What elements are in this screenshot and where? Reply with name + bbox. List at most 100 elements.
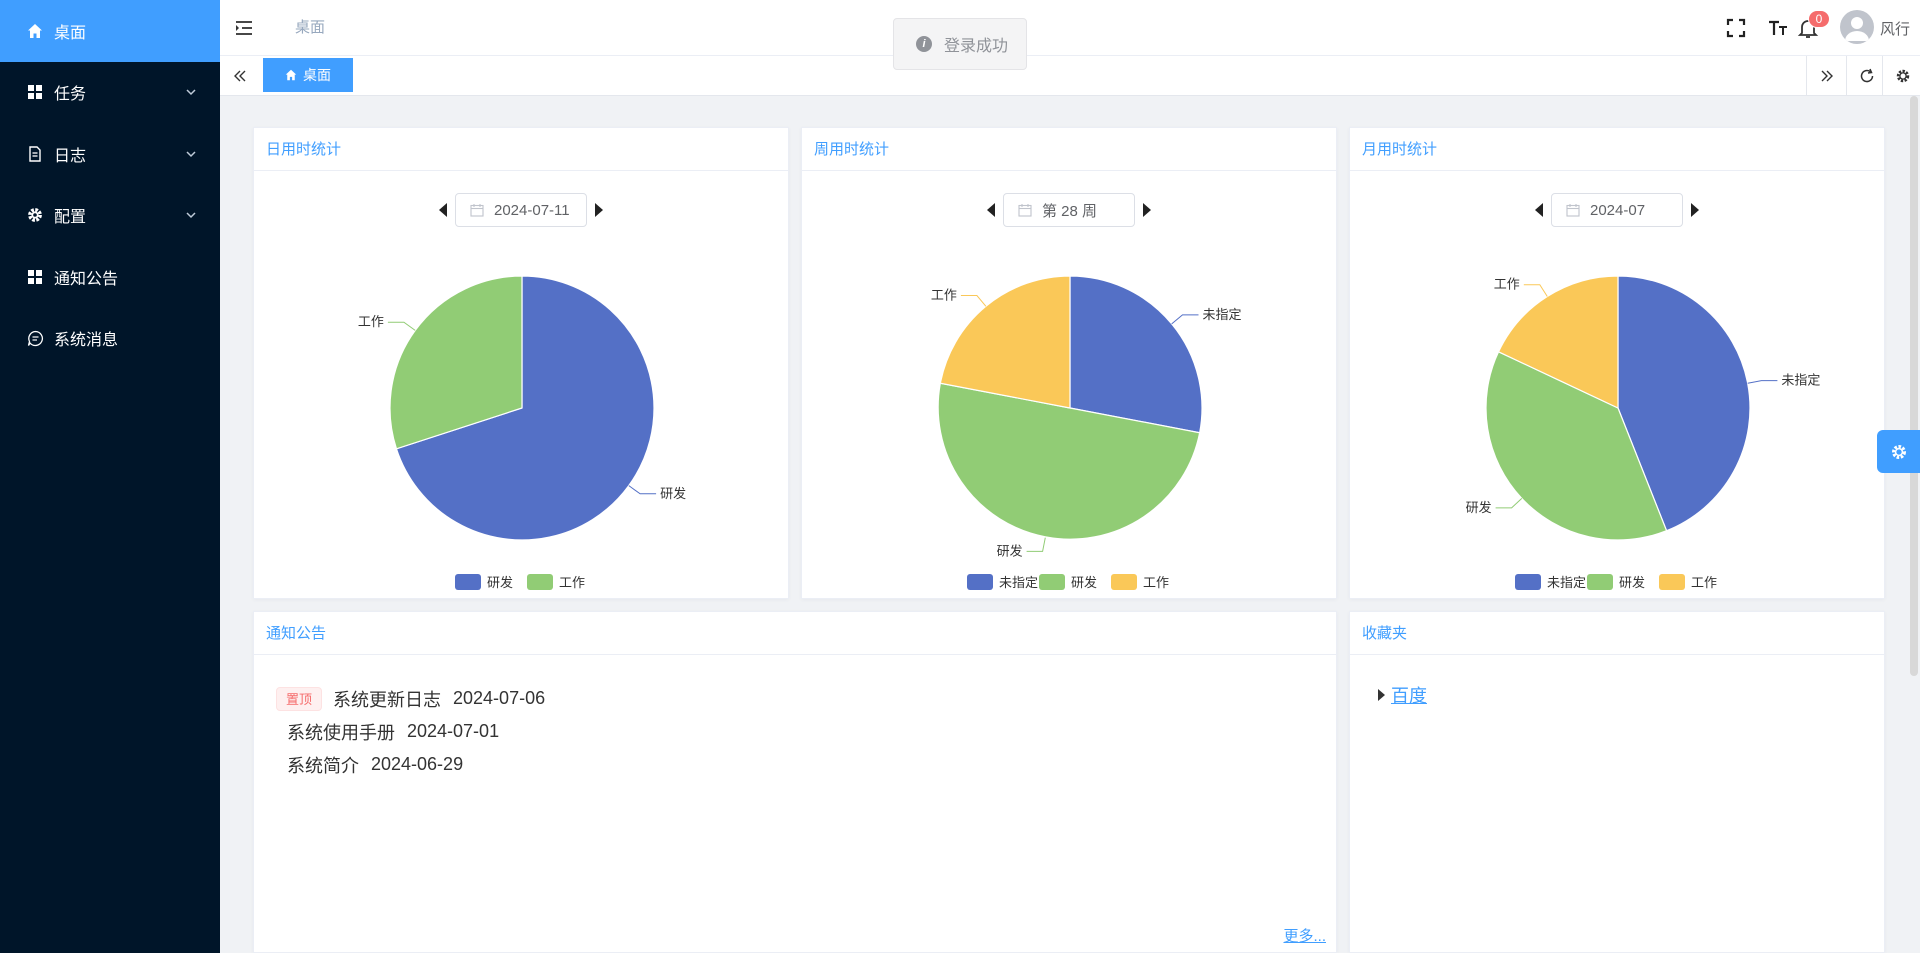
pie-slice[interactable] bbox=[937, 382, 1201, 540]
tab-settings-button[interactable] bbox=[1882, 56, 1920, 96]
notice-item[interactable]: 系统简介 2024-06-29 bbox=[276, 748, 545, 781]
panel-title: 月用时统计 bbox=[1350, 128, 1884, 171]
pie-slice-label: 研发 bbox=[997, 543, 1023, 558]
prev-week-button[interactable] bbox=[987, 203, 995, 217]
double-chevron-left-icon bbox=[234, 70, 246, 82]
pie-slice[interactable] bbox=[1069, 275, 1203, 434]
legend-label[interactable]: 工作 bbox=[1143, 575, 1169, 590]
refresh-button[interactable] bbox=[1846, 56, 1886, 96]
favorites-panel: 收藏夹 百度 bbox=[1349, 611, 1885, 953]
pie-slice[interactable] bbox=[395, 275, 655, 541]
pinned-tag: 置顶 bbox=[276, 686, 323, 711]
refresh-icon bbox=[1860, 68, 1873, 83]
date-value: 2024-07-11 bbox=[494, 201, 570, 219]
home-icon bbox=[285, 69, 297, 81]
sidebar-item-label: 系统消息 bbox=[54, 332, 119, 350]
month-picker[interactable]: 2024-07 bbox=[1551, 193, 1683, 227]
sidebar-item-config[interactable]: 配置 bbox=[0, 185, 220, 247]
month-navigator: 2024-07 bbox=[1535, 193, 1699, 227]
legend-label[interactable]: 未指定 bbox=[1547, 575, 1586, 590]
next-date-button[interactable] bbox=[595, 203, 603, 217]
calendar-icon bbox=[1566, 204, 1580, 217]
pie-label-line bbox=[1523, 284, 1548, 297]
legend-label[interactable]: 未指定 bbox=[999, 575, 1038, 590]
font-size-icon[interactable] bbox=[1766, 16, 1790, 40]
panel-title: 通知公告 bbox=[254, 612, 1336, 655]
prev-month-button[interactable] bbox=[1535, 203, 1543, 217]
legend-label[interactable]: 工作 bbox=[1691, 575, 1717, 590]
tags-bar: 桌面 bbox=[220, 56, 1920, 96]
sidebar-item-desktop[interactable]: 桌面 bbox=[0, 0, 220, 62]
notice-title: 系统简介 bbox=[287, 755, 359, 776]
date-picker[interactable]: 2024-07-11 bbox=[455, 193, 587, 227]
sidebar-item-messages[interactable]: 系统消息 bbox=[0, 308, 220, 370]
info-icon: i bbox=[916, 36, 932, 52]
notice-date: 2024-07-01 bbox=[407, 721, 500, 741]
toast-message: 登录成功 bbox=[944, 38, 1009, 55]
favorite-item[interactable]: 百度 bbox=[1378, 682, 1427, 708]
notice-list: 置顶 系统更新日志 2024-07-06 系统使用手册 2024-07-01 系… bbox=[276, 682, 545, 781]
pie-label-line bbox=[387, 321, 416, 331]
fullscreen-icon[interactable] bbox=[1724, 16, 1748, 40]
legend-swatch[interactable] bbox=[1111, 574, 1137, 590]
scroll-right-button[interactable] bbox=[1806, 56, 1846, 96]
more-notices-link[interactable]: 更多... bbox=[1283, 928, 1326, 945]
top-header: 桌面 0 风行 bbox=[220, 0, 1920, 56]
page-scrollbar[interactable] bbox=[1910, 96, 1918, 676]
legend-swatch[interactable] bbox=[1515, 574, 1541, 590]
notice-date: 2024-07-06 bbox=[453, 688, 546, 708]
breadcrumb[interactable]: 桌面 bbox=[295, 19, 326, 36]
legend-swatch[interactable] bbox=[1587, 574, 1613, 590]
legend-label[interactable]: 研发 bbox=[1071, 575, 1097, 590]
legend-swatch[interactable] bbox=[527, 574, 553, 590]
pie-slice-label: 工作 bbox=[1494, 277, 1520, 292]
avatar[interactable] bbox=[1840, 10, 1874, 44]
legend-label[interactable]: 研发 bbox=[487, 575, 513, 590]
pie-slice[interactable] bbox=[1497, 275, 1619, 409]
menu-fold-icon[interactable] bbox=[232, 16, 256, 40]
sidebar-item-label: 配置 bbox=[54, 209, 87, 227]
tab-desktop[interactable]: 桌面 bbox=[263, 58, 353, 92]
tab-label: 桌面 bbox=[303, 67, 331, 83]
grid-icon bbox=[24, 266, 46, 288]
gear-icon bbox=[1896, 69, 1909, 83]
username[interactable]: 风行 bbox=[1880, 21, 1911, 38]
legend-swatch[interactable] bbox=[1659, 574, 1685, 590]
notification-badge: 0 bbox=[1808, 10, 1830, 28]
panel-title: 收藏夹 bbox=[1350, 612, 1884, 655]
pie-slice-label: 未指定 bbox=[1781, 373, 1820, 388]
legend-swatch[interactable] bbox=[1039, 574, 1065, 590]
chat-icon bbox=[24, 327, 46, 349]
next-month-button[interactable] bbox=[1691, 203, 1699, 217]
sidebar-item-logs[interactable]: 日志 bbox=[0, 123, 220, 185]
scroll-left-button[interactable] bbox=[220, 56, 260, 96]
pie-slice[interactable] bbox=[1617, 275, 1751, 532]
caret-right-icon[interactable] bbox=[1378, 689, 1385, 701]
legend-label[interactable]: 工作 bbox=[559, 575, 585, 590]
favorite-link[interactable]: 百度 bbox=[1391, 686, 1427, 706]
pie-label-line bbox=[1747, 380, 1778, 384]
week-picker[interactable]: 第 28 周 bbox=[1003, 193, 1135, 227]
calendar-icon bbox=[1018, 204, 1032, 217]
floating-settings-button[interactable] bbox=[1877, 430, 1920, 473]
sidebar-item-label: 任务 bbox=[54, 86, 87, 104]
prev-date-button[interactable] bbox=[439, 203, 447, 217]
sidebar-item-notices[interactable]: 通知公告 bbox=[0, 246, 220, 308]
pie-slice-label: 工作 bbox=[931, 288, 957, 303]
gear-icon bbox=[24, 204, 46, 226]
date-value: 2024-07 bbox=[1590, 201, 1646, 219]
legend-swatch[interactable] bbox=[967, 574, 993, 590]
pie-slice[interactable] bbox=[1485, 351, 1668, 541]
sidebar-item-tasks[interactable]: 任务 bbox=[0, 62, 220, 124]
monthly-stats-panel: 月用时统计 2024-07 未指定 研发 工作 未指定 研发 工作 bbox=[1349, 127, 1885, 599]
notice-item[interactable]: 系统使用手册 2024-07-01 bbox=[276, 715, 545, 748]
notice-item[interactable]: 置顶 系统更新日志 2024-07-06 bbox=[276, 682, 545, 715]
notice-title: 系统更新日志 bbox=[333, 689, 442, 710]
notice-date: 2024-06-29 bbox=[371, 754, 464, 774]
legend-swatch[interactable] bbox=[455, 574, 481, 590]
pie-slice[interactable] bbox=[389, 275, 523, 450]
legend-label[interactable]: 研发 bbox=[1619, 575, 1645, 590]
pie-slice-label: 研发 bbox=[1466, 500, 1492, 515]
chevron-down-icon bbox=[186, 151, 196, 157]
next-week-button[interactable] bbox=[1143, 203, 1151, 217]
